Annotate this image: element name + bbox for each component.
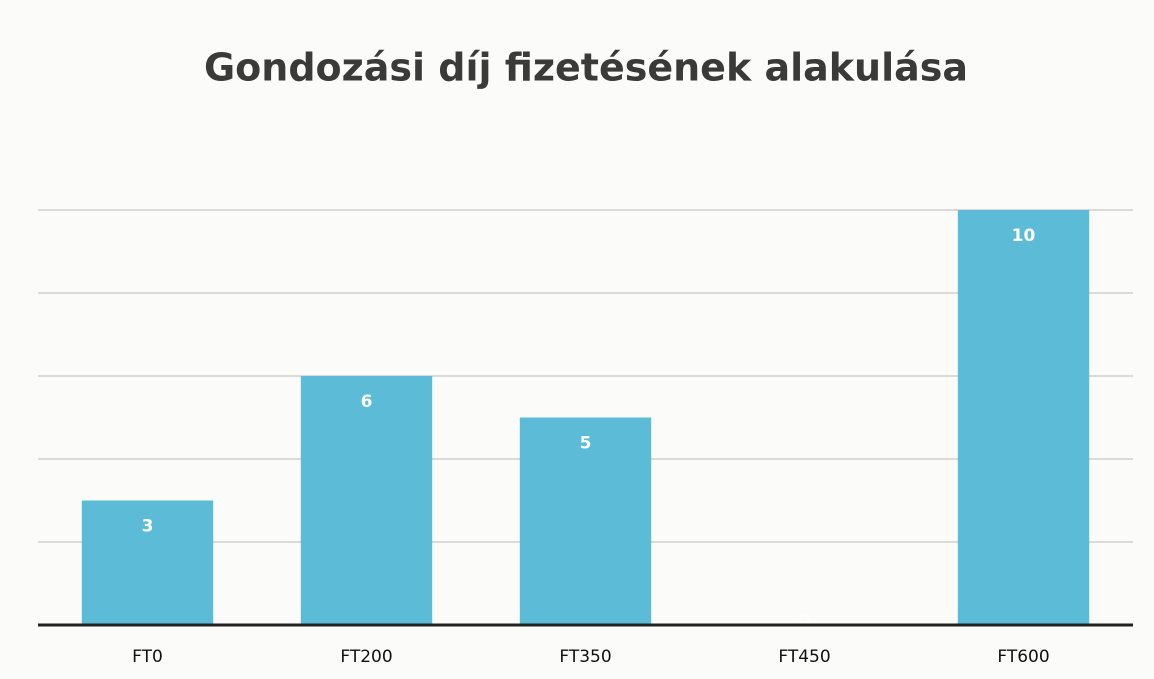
data-label: 3 [142, 517, 154, 537]
data-label: 10 [1012, 226, 1036, 246]
x-tick-label: FT0 [132, 647, 163, 667]
x-tick-label: FT350 [559, 647, 611, 667]
data-label: 0 [799, 611, 811, 631]
x-tick-label: FT200 [340, 647, 392, 667]
data-label: 5 [580, 434, 592, 454]
data-label: 6 [361, 392, 373, 412]
chart-title: Gondozási díj fizetésének alakulása [204, 46, 968, 90]
bar [519, 417, 652, 625]
bar [81, 500, 214, 625]
x-tick-label: FT600 [997, 647, 1049, 667]
bar [300, 376, 433, 625]
bar [957, 210, 1090, 625]
x-tick-label: FT450 [778, 647, 830, 667]
